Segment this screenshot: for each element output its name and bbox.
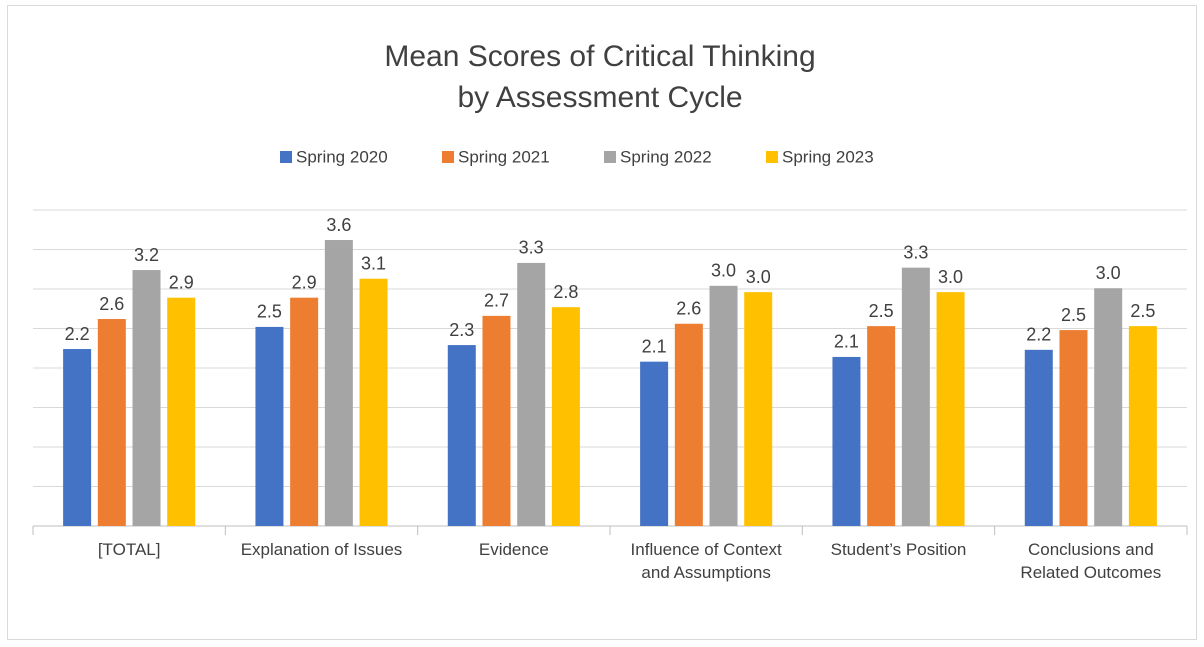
legend-label: Spring 2022 <box>620 147 712 166</box>
data-label: 2.9 <box>292 272 317 292</box>
data-label: 2.1 <box>642 336 667 356</box>
bar <box>517 262 546 526</box>
bar <box>551 307 580 526</box>
x-tick-label: [TOTAL] <box>97 540 161 559</box>
bar <box>1128 326 1157 526</box>
data-label: 2.2 <box>1026 325 1051 345</box>
x-tick-label: Student’s Position <box>830 540 967 559</box>
bar <box>709 285 738 526</box>
x-tick-label: Evidence <box>478 540 549 559</box>
data-label: 2.3 <box>449 320 474 340</box>
data-label: 3.1 <box>361 253 386 273</box>
bar <box>167 297 196 526</box>
bar <box>132 270 161 526</box>
x-tick-label: Influence of Context and Assumptions <box>630 540 782 582</box>
bar <box>482 315 511 526</box>
data-label: 2.7 <box>484 291 509 311</box>
legend-swatch <box>766 151 778 163</box>
data-label: 2.9 <box>169 272 194 292</box>
data-label: 2.5 <box>1130 301 1155 321</box>
bar <box>1024 349 1053 526</box>
data-label: 2.2 <box>65 324 90 344</box>
bar <box>832 356 861 526</box>
data-label: 3.3 <box>519 238 544 258</box>
bar <box>97 319 126 526</box>
legend-label: Spring 2021 <box>458 147 550 166</box>
bar <box>359 278 388 526</box>
data-label: 3.0 <box>1096 263 1121 283</box>
bar <box>674 323 703 526</box>
data-label: 3.3 <box>903 242 928 262</box>
data-label: 2.5 <box>869 301 894 321</box>
bar <box>1059 330 1088 526</box>
data-label: 2.1 <box>834 332 859 352</box>
legend-label: Spring 2020 <box>296 147 388 166</box>
legend-swatch <box>604 151 616 163</box>
bar <box>901 267 930 526</box>
bar <box>255 326 284 526</box>
bar <box>324 240 353 526</box>
data-label: 2.5 <box>257 302 282 322</box>
bar <box>936 292 965 526</box>
data-label: 2.8 <box>553 282 578 302</box>
chart-border <box>7 5 1197 640</box>
bar <box>447 345 476 526</box>
legend-label: Spring 2023 <box>782 147 874 166</box>
data-label: 3.0 <box>711 261 736 281</box>
data-label: 2.5 <box>1061 305 1086 325</box>
bar <box>867 326 896 526</box>
bar <box>1094 288 1123 526</box>
data-label: 2.6 <box>676 299 701 319</box>
bar <box>640 361 669 526</box>
bar <box>744 292 773 526</box>
x-tick-label: Explanation of Issues <box>240 540 403 559</box>
data-label: 3.2 <box>134 245 159 265</box>
bar <box>63 349 92 526</box>
x-tick-label: Conclusions and Related Outcomes <box>1020 540 1162 582</box>
chart-title: Mean Scores of Critical Thinking by Asse… <box>384 40 816 114</box>
legend-swatch <box>280 151 292 163</box>
legend-swatch <box>442 151 454 163</box>
data-label: 2.6 <box>99 294 124 314</box>
bar <box>290 297 319 526</box>
data-label: 3.0 <box>938 267 963 287</box>
data-label: 3.0 <box>746 267 771 287</box>
data-label: 3.6 <box>326 215 351 235</box>
